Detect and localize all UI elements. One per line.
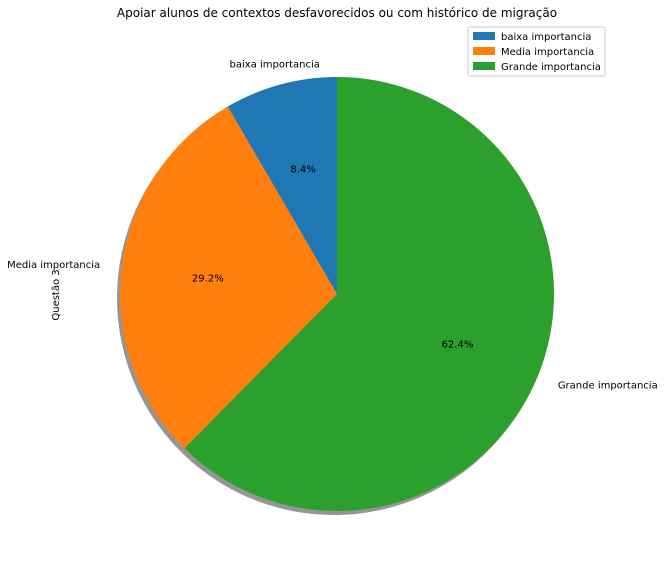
slice-label-baixa-importancia: baixa importancia [230,60,320,71]
slice-percent-baixa-importancia: 8.4% [290,164,315,175]
slice-grande-importancia [184,77,555,511]
legend-label-baixa-importancia: baixa importancia [501,32,591,43]
slice-media-importancia [120,106,337,449]
slice-percent-media-importancia: 29.2% [192,274,224,285]
slice-percent-grande-importancia: 62.4% [442,339,474,350]
legend-items: baixa importancia Media importancia Grande… [473,32,601,73]
legend-swatch-baixa-importancia [473,32,495,40]
chart-title: Apoiar alunos de contextos desfavorecido… [117,6,557,20]
legend-label-media-importancia: Media importancia [501,47,594,58]
slice-percent-labels: 8.4% 29.2% 62.4% [192,164,473,350]
legend-label-grande-importancia: Grande importancia [501,62,601,73]
y-axis-label: Questão 3 [51,269,62,320]
pie-slices [120,77,555,511]
slice-label-grande-importancia: Grande importancia [558,381,658,392]
legend-swatch-media-importancia [473,47,495,55]
legend: baixa importancia Media importancia Grande… [467,26,606,77]
slice-label-media-importancia: Media importancia [7,260,100,271]
legend-swatch-grande-importancia [473,62,495,70]
slice-labels: baixa importancia Media importancia Grande… [7,60,658,392]
legend-frame [467,26,606,77]
slice-baixa-importancia [227,77,337,294]
